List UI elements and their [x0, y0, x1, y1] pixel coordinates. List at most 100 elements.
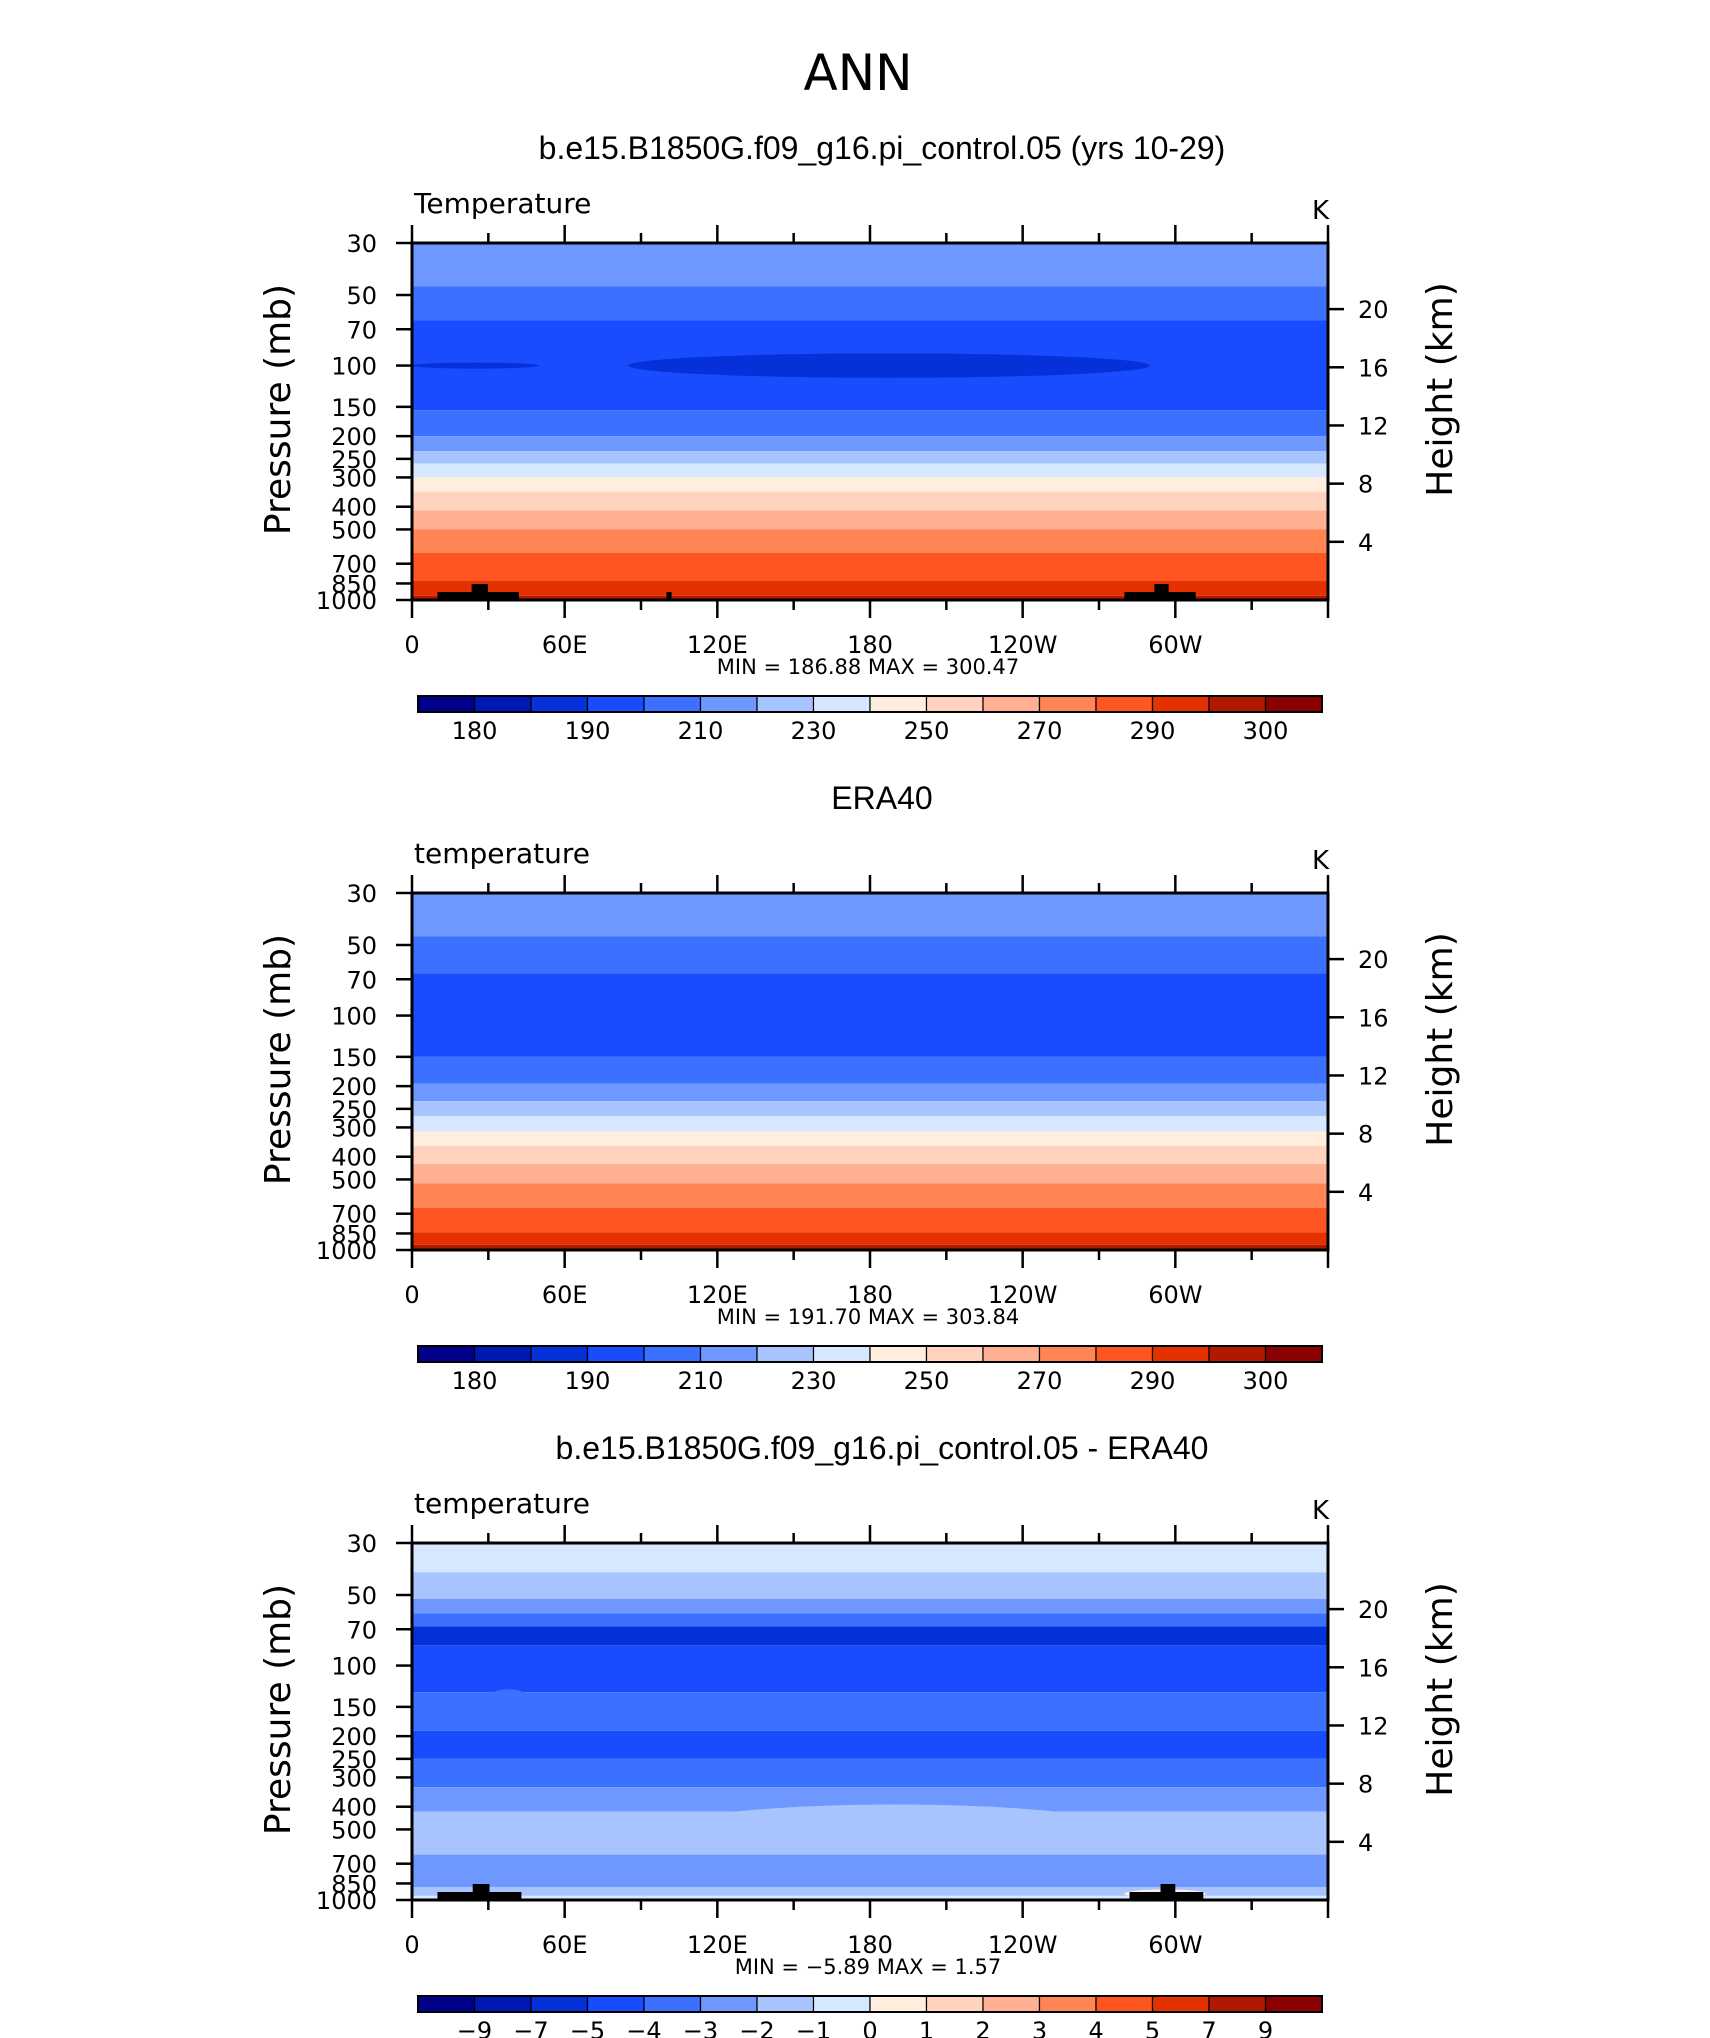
colorbar-label: 270 — [1017, 717, 1063, 745]
colorbar-label: 250 — [904, 1367, 950, 1395]
contour-band — [412, 973, 1328, 1057]
contour-band — [412, 1692, 1328, 1731]
colorbar-swatch — [925, 1345, 984, 1363]
colorbar-frame — [417, 695, 1323, 713]
colorbar-swatch — [756, 1345, 815, 1363]
colorbar-label: 3 — [1032, 2017, 1047, 2038]
contour-band — [412, 552, 1328, 582]
colorbar-swatch — [982, 1995, 1041, 2013]
y-tick-label: 1000 — [316, 587, 377, 615]
colorbar-frame — [417, 1995, 1323, 2013]
contour-feature — [483, 1689, 535, 1718]
y-tick-label: 150 — [331, 394, 377, 422]
contour-band — [412, 529, 1328, 553]
y-tick-label: 250 — [331, 1096, 377, 1124]
colorbar-label: 1 — [919, 2017, 934, 2038]
colorbar-label: 270 — [1017, 1367, 1063, 1395]
colorbar-swatch — [643, 1345, 702, 1363]
y-tick-label: 300 — [331, 1114, 377, 1142]
colorbar-label: 0 — [862, 2017, 877, 2038]
y-right-tick-label: 8 — [1358, 471, 1373, 499]
contour-band — [412, 936, 1328, 974]
colorbar-swatch — [1151, 1345, 1210, 1363]
y-tick-label: 30 — [346, 230, 377, 258]
colorbar-swatch — [699, 695, 758, 713]
colorbar-swatch — [586, 1995, 645, 2013]
y-right-tick-label: 20 — [1358, 946, 1389, 974]
contour-band — [412, 1101, 1328, 1116]
colorbar-label: 4 — [1088, 2017, 1103, 2038]
contour-band — [412, 1886, 1328, 1896]
colorbar-label: 210 — [678, 717, 724, 745]
colorbar-label: −5 — [570, 2017, 605, 2038]
contour-band — [412, 1232, 1328, 1245]
contour-band — [412, 1543, 1328, 1573]
min-max-stats: MIN = −5.89 MAX = 1.57 — [735, 1955, 1002, 1979]
y-tick-label: 300 — [331, 1764, 377, 1792]
contour-band — [412, 451, 1328, 464]
x-tick-label: 120W — [988, 631, 1058, 659]
colorbar-swatch — [417, 1995, 476, 2013]
x-tick-label: 60E — [542, 1281, 588, 1309]
y-tick-label: 300 — [331, 464, 377, 492]
x-tick-label: 60W — [1148, 1281, 1202, 1309]
panel-difference: b.e15.B1850G.f09_g16.pi_control.05 - ERA… — [258, 1430, 1461, 2038]
colorbar-swatch — [1264, 695, 1323, 713]
contour-band — [412, 477, 1328, 492]
colorbar-swatch — [530, 695, 589, 713]
colorbar-label: 2 — [975, 2017, 990, 2038]
topography-block — [666, 592, 672, 600]
figure-title: ANN — [803, 44, 912, 102]
y-tick-label: 50 — [346, 932, 377, 960]
colorbar-swatch — [756, 1995, 815, 2013]
contour-band — [412, 1730, 1328, 1759]
colorbar-swatch — [1208, 695, 1267, 713]
y-tick-label: 100 — [331, 1003, 377, 1031]
y-tick-label: 200 — [331, 1723, 377, 1751]
colorbar-label: 190 — [565, 717, 611, 745]
colorbar-swatch — [1038, 1995, 1097, 2013]
y-right-tick-label: 20 — [1358, 1596, 1389, 1624]
colorbar-label: 7 — [1201, 2017, 1216, 2038]
variable-label: temperature — [414, 837, 590, 870]
y-right-tick-label: 8 — [1358, 1771, 1373, 1799]
y-right-axis-label: Height (km) — [1420, 1582, 1461, 1796]
contour-band — [412, 1613, 1328, 1627]
topography-block — [437, 1892, 522, 1900]
colorbar-swatch — [586, 695, 645, 713]
colorbar-swatch — [925, 695, 984, 713]
y-right-tick-label: 16 — [1358, 1654, 1389, 1682]
x-tick-label: 180 — [847, 631, 893, 659]
topography-block — [437, 592, 519, 600]
colorbar-swatch — [869, 695, 928, 713]
y-tick-label: 850 — [331, 1220, 377, 1248]
y-tick-label: 70 — [346, 966, 377, 994]
units-label: K — [1312, 1496, 1330, 1526]
x-tick-label: 0 — [404, 1281, 419, 1309]
y-tick-label: 1000 — [316, 1887, 377, 1915]
contour-band — [412, 1145, 1328, 1165]
y-tick-label: 500 — [331, 1816, 377, 1844]
contour-band — [412, 1895, 1328, 1900]
colorbar-label: 180 — [452, 1367, 498, 1395]
y-tick-label: 400 — [331, 1144, 377, 1172]
y-tick-label: 150 — [331, 1044, 377, 1072]
y-right-tick-label: 12 — [1358, 1062, 1389, 1090]
colorbar-label: 300 — [1243, 717, 1289, 745]
contour-band — [412, 1598, 1328, 1614]
colorbar-swatch — [1038, 1345, 1097, 1363]
y-tick-label: 850 — [331, 1870, 377, 1898]
contour-band — [412, 1758, 1328, 1788]
y-right-axis-label: Height (km) — [1420, 932, 1461, 1146]
y-right-tick-label: 16 — [1358, 1004, 1389, 1032]
contour-band — [412, 595, 1328, 600]
contour-band — [412, 1854, 1328, 1887]
y-axis-label: Pressure (mb) — [258, 284, 299, 535]
colorbar-label: −4 — [626, 2017, 661, 2038]
y-axis-label: Pressure (mb) — [258, 1584, 299, 1835]
y-tick-label: 200 — [331, 423, 377, 451]
colorbar-label: 180 — [452, 717, 498, 745]
y-right-tick-label: 8 — [1358, 1121, 1373, 1149]
contour-band — [412, 1626, 1328, 1646]
